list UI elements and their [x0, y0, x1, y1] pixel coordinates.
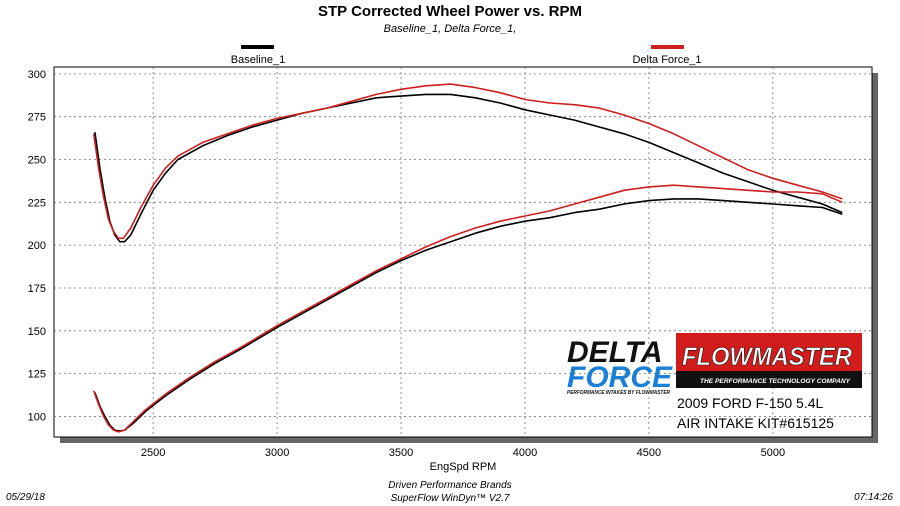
- kit-caption: AIR INTAKE KIT#615125: [677, 415, 834, 431]
- y-tick-label: 175: [28, 283, 46, 295]
- series-lines: [92, 83, 843, 433]
- x-tick-label: 4000: [513, 447, 537, 459]
- y-tick-label: 150: [28, 326, 46, 338]
- series-line-baseline-1-0: [94, 93, 843, 243]
- y-tick-label: 200: [28, 240, 46, 252]
- series-line-delta-force-1-0: [92, 83, 843, 240]
- delta-force-logo: DELTA FORCE PERFORMANCE INTAKES BY FLOWM…: [567, 336, 673, 396]
- legend-label-baseline: Baseline_1: [231, 54, 285, 66]
- y-tick-label: 300: [28, 69, 46, 81]
- flowmaster-logo-black-band: [676, 371, 862, 388]
- vehicle-caption: 2009 FORD F-150 5.4L: [677, 395, 824, 411]
- footer-software: SuperFlow WinDyn™ V2.7: [391, 493, 510, 504]
- flowmaster-logo-name: FLOWMASTER: [682, 343, 852, 371]
- x-tick-label: 4500: [637, 447, 661, 459]
- y-axis-ticks: 100 125 150 175 200 225 250 275 300: [28, 69, 46, 424]
- y-tick-label: 125: [28, 369, 46, 381]
- legend: Baseline_1 Delta Force_1: [231, 45, 702, 66]
- y-tick-label: 100: [28, 411, 46, 423]
- x-tick-label: 3000: [265, 447, 289, 459]
- x-axis-label: EngSpd RPM: [430, 461, 497, 473]
- footer-company: Driven Performance Brands: [388, 480, 511, 491]
- delta-force-logo-line2: FORCE: [567, 361, 673, 394]
- delta-force-logo-line1: DELTA: [567, 336, 663, 369]
- grid-lines: [54, 67, 872, 437]
- x-axis-ticks: 2500 3000 3500 4000 4500 5000: [141, 447, 785, 459]
- delta-force-logo-tagline: PERFORMANCE INTAKES BY FLOWMASTER: [567, 390, 670, 396]
- x-tick-label: 5000: [761, 447, 785, 459]
- footer-time: 07:14:26: [854, 492, 893, 503]
- flowmaster-logo: FLOWMASTER THE PERFORMANCE TECHNOLOGY CO…: [676, 333, 862, 388]
- legend-label-delta-force: Delta Force_1: [632, 54, 701, 66]
- flowmaster-logo-tagline: THE PERFORMANCE TECHNOLOGY COMPANY: [700, 378, 851, 385]
- footer-date: 05/29/18: [6, 492, 45, 503]
- chart-title: STP Corrected Wheel Power vs. RPM: [318, 3, 582, 20]
- x-tick-label: 2500: [141, 447, 165, 459]
- y-tick-label: 225: [28, 197, 46, 209]
- y-tick-label: 250: [28, 155, 46, 167]
- y-tick-label: 275: [28, 112, 46, 124]
- series-line-delta-force-1-1: [92, 184, 843, 433]
- chart-subtitle: Baseline_1, Delta Force_1,: [384, 23, 517, 35]
- x-tick-label: 3500: [389, 447, 413, 459]
